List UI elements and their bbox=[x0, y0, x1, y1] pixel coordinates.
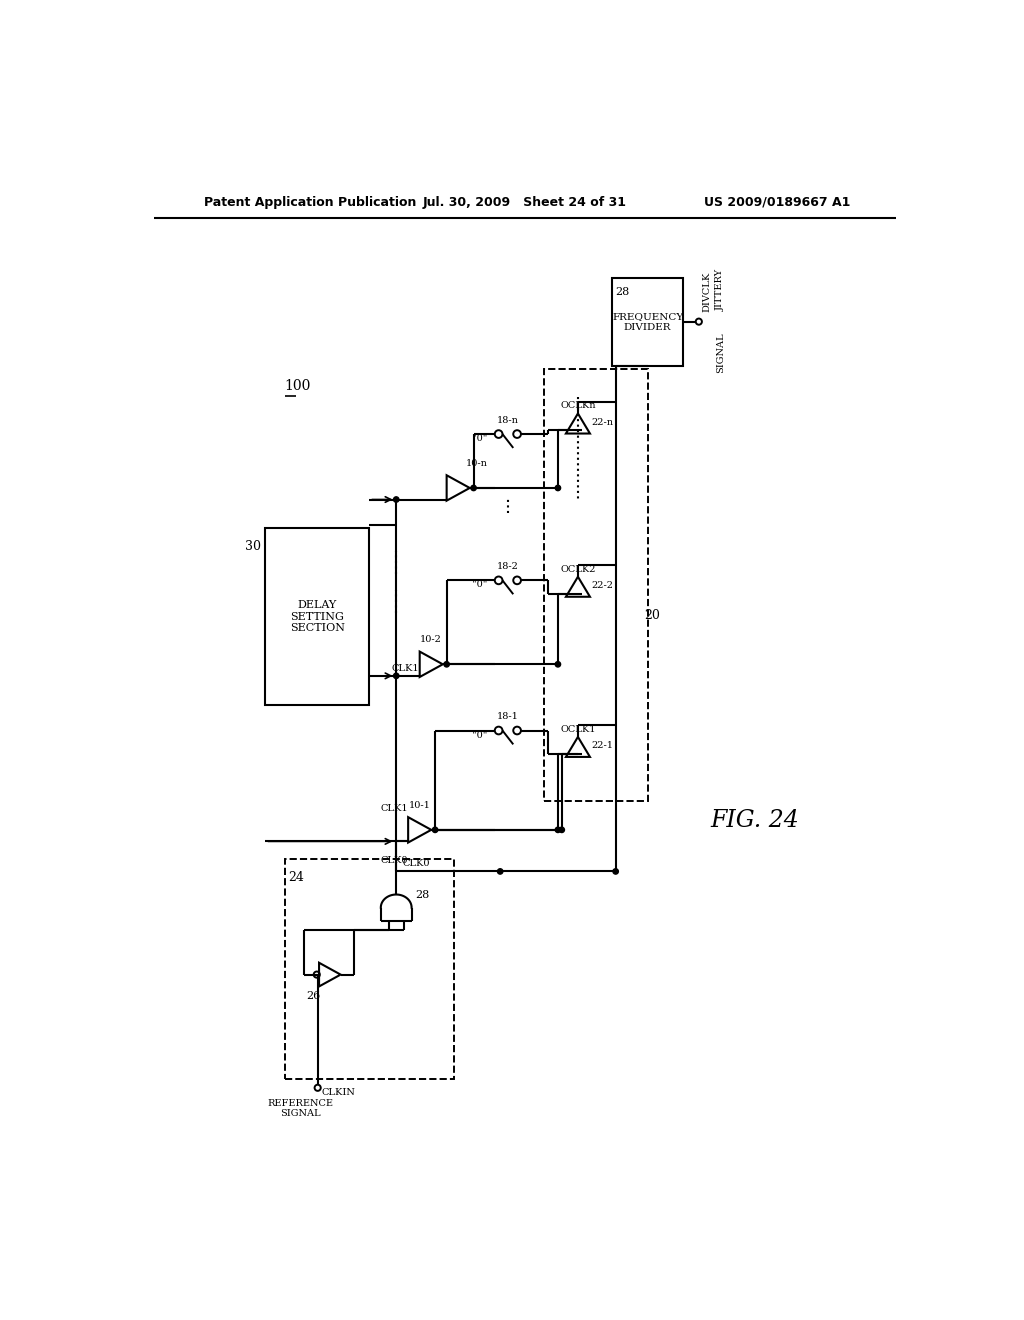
Text: 26: 26 bbox=[306, 991, 321, 1001]
Text: REFERENCE: REFERENCE bbox=[267, 1098, 334, 1107]
Text: Jul. 30, 2009   Sheet 24 of 31: Jul. 30, 2009 Sheet 24 of 31 bbox=[423, 195, 627, 209]
Text: 28: 28 bbox=[416, 890, 430, 899]
Circle shape bbox=[613, 869, 618, 874]
Circle shape bbox=[555, 486, 560, 491]
Circle shape bbox=[393, 496, 399, 502]
Circle shape bbox=[393, 673, 399, 678]
Text: CLKIN: CLKIN bbox=[322, 1088, 355, 1097]
Text: 10-n: 10-n bbox=[466, 459, 487, 467]
Text: US 2009/0189667 A1: US 2009/0189667 A1 bbox=[705, 195, 851, 209]
Text: 10-1: 10-1 bbox=[409, 801, 430, 809]
Text: "0": "0" bbox=[472, 581, 487, 590]
Text: DIVCLK: DIVCLK bbox=[702, 272, 711, 313]
Text: "0": "0" bbox=[472, 731, 487, 739]
Text: SIGNAL: SIGNAL bbox=[281, 1109, 322, 1118]
Text: 10-2: 10-2 bbox=[420, 635, 441, 644]
Text: OCLKn: OCLKn bbox=[560, 401, 596, 411]
Circle shape bbox=[559, 828, 564, 833]
Text: 22-n: 22-n bbox=[591, 418, 613, 426]
Bar bbox=[285, 859, 454, 1078]
Text: 20: 20 bbox=[644, 610, 659, 622]
Text: DELAY
SETTING
SECTION: DELAY SETTING SECTION bbox=[290, 601, 345, 634]
Bar bbox=[611, 277, 683, 367]
Text: SIGNAL: SIGNAL bbox=[716, 333, 725, 374]
Text: CLK0: CLK0 bbox=[381, 857, 409, 865]
Text: "0": "0" bbox=[472, 434, 487, 444]
Text: CLK0: CLK0 bbox=[402, 859, 430, 869]
Text: 18-n: 18-n bbox=[497, 416, 519, 425]
Circle shape bbox=[471, 486, 476, 491]
Text: 30: 30 bbox=[246, 540, 261, 553]
Text: OCLK1: OCLK1 bbox=[560, 725, 596, 734]
Text: FIG. 24: FIG. 24 bbox=[710, 809, 799, 832]
Circle shape bbox=[498, 869, 503, 874]
Text: 18-1: 18-1 bbox=[497, 713, 519, 721]
Text: 18-2: 18-2 bbox=[497, 562, 519, 572]
Text: 100: 100 bbox=[285, 379, 311, 392]
Bar bbox=[265, 528, 370, 705]
Text: CLK1: CLK1 bbox=[391, 664, 419, 673]
Text: CLK1: CLK1 bbox=[380, 804, 408, 813]
Circle shape bbox=[444, 661, 450, 667]
Bar bbox=[544, 368, 648, 801]
Text: FREQUENCY
DIVIDER: FREQUENCY DIVIDER bbox=[612, 313, 683, 331]
Text: 28: 28 bbox=[615, 286, 630, 297]
Text: JITTERY: JITTERY bbox=[716, 269, 725, 312]
Text: 22-1: 22-1 bbox=[591, 742, 613, 750]
Circle shape bbox=[555, 828, 560, 833]
Text: OCLK2: OCLK2 bbox=[560, 565, 596, 574]
Text: 24: 24 bbox=[289, 871, 304, 884]
Text: 22-2: 22-2 bbox=[591, 581, 613, 590]
Circle shape bbox=[432, 828, 438, 833]
Text: Patent Application Publication: Patent Application Publication bbox=[204, 195, 416, 209]
Circle shape bbox=[555, 661, 560, 667]
